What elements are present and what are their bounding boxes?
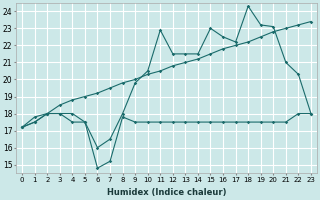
X-axis label: Humidex (Indice chaleur): Humidex (Indice chaleur) — [107, 188, 226, 197]
